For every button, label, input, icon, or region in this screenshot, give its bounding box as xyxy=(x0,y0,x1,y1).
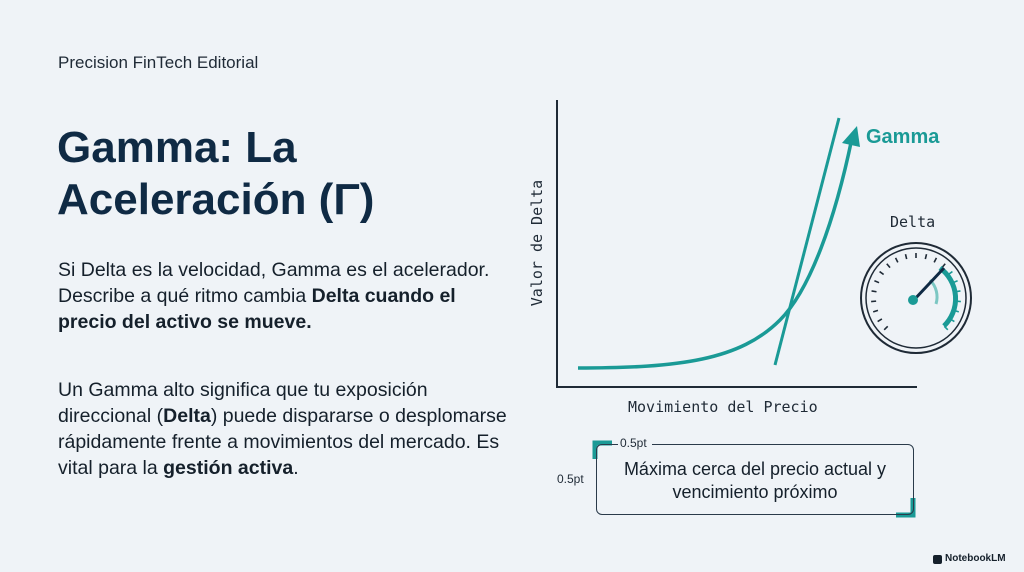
gauge-tick xyxy=(886,263,891,269)
intro-bold: Delta cuando el precio del activo se mue… xyxy=(58,285,456,333)
detail-text-2: ) puede dispararse o desplomarse rápidam… xyxy=(58,405,507,479)
gauge-label: Delta xyxy=(890,213,936,231)
speedometer-icon xyxy=(860,242,972,354)
brand-label: Precision FinTech Editorial xyxy=(58,53,259,72)
gauge-tick xyxy=(933,257,938,263)
detail-bold-1: Delta xyxy=(163,405,211,427)
detail-text-3: . xyxy=(293,457,299,479)
gauge-tick xyxy=(877,318,883,323)
detail-text-1: Un Gamma alto significa que tu exposició… xyxy=(58,379,428,427)
gauge-tick xyxy=(871,290,877,293)
gauge-tick xyxy=(883,325,889,331)
gamma-label: Gamma xyxy=(866,126,940,148)
gauge-tick xyxy=(924,254,928,260)
annotation-left: 0.5pt xyxy=(557,472,584,486)
gauge-tick xyxy=(872,309,879,313)
tangent-line xyxy=(773,117,841,366)
arrowhead-icon xyxy=(842,126,860,147)
gauge-tick xyxy=(904,254,908,260)
notebooklm-logo-icon xyxy=(933,555,942,564)
x-axis-label: Movimiento del Precio xyxy=(628,398,818,416)
delta-curve xyxy=(577,137,854,370)
note-text: Máxima cerca del precio actual y vencimi… xyxy=(623,459,887,502)
annotation-top: 0.5pt xyxy=(618,436,652,450)
gauge-tick xyxy=(894,257,899,263)
paragraph-detail: Un Gamma alto significa que tu exposició… xyxy=(58,377,508,481)
note-box xyxy=(596,444,914,515)
axes xyxy=(556,100,917,388)
paragraph-intro: Si Delta es la velocidad, Gamma es el ac… xyxy=(58,257,508,335)
corner-bracket-top-left xyxy=(592,440,612,459)
footer-brand: NotebookLM xyxy=(945,553,1006,564)
slide-title: Gamma: La Aceleración (Γ) xyxy=(57,123,375,224)
gauge-tick xyxy=(879,270,885,276)
y-axis-label: Valor de Delta xyxy=(528,179,546,307)
detail-bold-2: gestión activa xyxy=(163,457,294,479)
intro-text: Si Delta es la velocidad, Gamma es el ac… xyxy=(58,259,490,307)
gauge-tick xyxy=(874,280,880,284)
